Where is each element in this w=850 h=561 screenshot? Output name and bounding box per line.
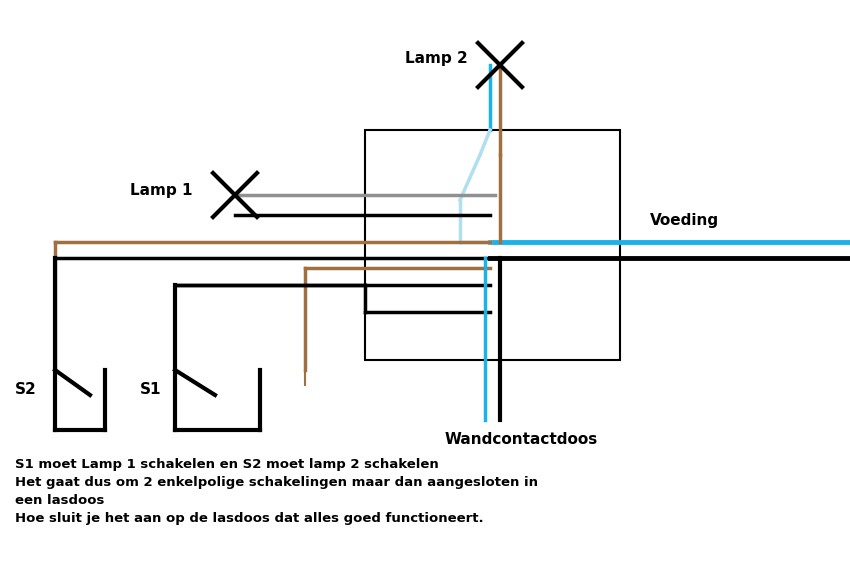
Bar xyxy=(365,130,620,360)
Text: Wandcontactdoos: Wandcontactdoos xyxy=(445,433,598,448)
Text: S1: S1 xyxy=(140,383,162,398)
Text: een lasdoos: een lasdoos xyxy=(15,494,105,507)
Text: Voeding: Voeding xyxy=(650,213,719,228)
Text: S1 moet Lamp 1 schakelen en S2 moet lamp 2 schakelen: S1 moet Lamp 1 schakelen en S2 moet lamp… xyxy=(15,458,439,471)
Text: Lamp 2: Lamp 2 xyxy=(405,50,468,66)
Text: Het gaat dus om 2 enkelpolige schakelingen maar dan aangesloten in: Het gaat dus om 2 enkelpolige schakeling… xyxy=(15,476,538,489)
Text: Hoe sluit je het aan op de lasdoos dat alles goed functioneert.: Hoe sluit je het aan op de lasdoos dat a… xyxy=(15,512,484,525)
Text: S2: S2 xyxy=(15,383,37,398)
Text: Lamp 1: Lamp 1 xyxy=(130,182,192,197)
